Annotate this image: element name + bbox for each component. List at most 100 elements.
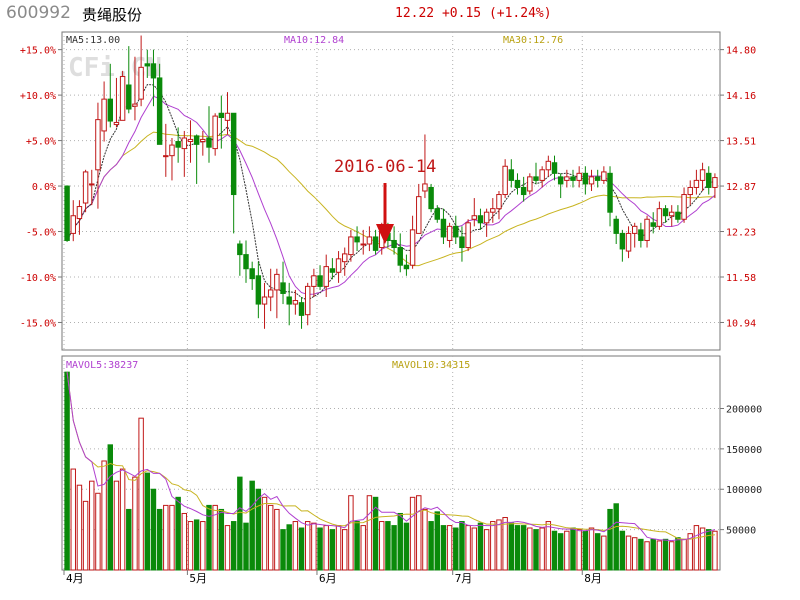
candle-body — [311, 275, 317, 287]
volume-bar — [496, 519, 502, 571]
candle-body — [422, 183, 428, 192]
candle-body — [366, 236, 373, 245]
volume-bar — [354, 521, 360, 571]
volume-bar — [601, 535, 607, 571]
month-axis: 4月 5月 6月 7月 8月 — [63, 570, 602, 585]
volume-bar — [329, 529, 336, 571]
candle-body — [286, 296, 292, 305]
candle-body — [588, 176, 595, 185]
price-tick-label: 12.87 — [726, 182, 756, 193]
candle-body — [261, 296, 268, 305]
price-tick-label: 10.94 — [726, 318, 756, 329]
volume-bar — [514, 525, 521, 571]
volume-bar — [280, 529, 286, 571]
volume-bar — [613, 503, 619, 571]
stock-name: 贵绳股份 — [82, 6, 143, 24]
volume-bar — [181, 512, 188, 571]
price-tick-label: 12.23 — [726, 228, 756, 239]
percent-tick-label: +15.0% — [20, 46, 56, 57]
candle-body — [527, 176, 533, 192]
volume-bar — [465, 525, 471, 571]
candle-body — [76, 206, 83, 220]
candle-body — [298, 302, 305, 316]
volume-bar — [261, 496, 268, 571]
candle-body — [187, 138, 194, 143]
volume-bar — [564, 530, 570, 571]
candle-body — [520, 186, 527, 196]
candle-body — [335, 258, 342, 273]
price-tick-label: 11.58 — [726, 273, 756, 284]
month-tick-label: 7月 — [455, 572, 473, 585]
volume-bar — [662, 538, 669, 571]
volume-bar — [175, 496, 181, 571]
candle-body — [280, 282, 286, 294]
price-change-pct: (+1.24%) — [488, 6, 552, 21]
percent-tick-label: -15.0% — [20, 318, 56, 329]
candle-body — [181, 137, 188, 150]
volume-bar — [533, 529, 539, 571]
date-annotation: 2016-06-14 — [334, 157, 436, 244]
volume-bar — [70, 468, 76, 571]
volume-bar — [304, 521, 311, 571]
candle-body — [360, 243, 366, 246]
percent-axis: +15.0% +10.0% +5.0% 0.0% -5.0% -10.0% -15.0% — [20, 46, 62, 329]
volume-bar — [298, 527, 305, 571]
volume-bar — [224, 525, 231, 571]
percent-tick-label: 0.0% — [32, 182, 56, 193]
candle-body — [107, 98, 113, 122]
volume-bar — [348, 495, 354, 571]
volume-bar — [428, 521, 434, 571]
volume-bar — [360, 525, 366, 571]
volume-bar — [193, 519, 200, 571]
price-quote: 12.22 +0.15 (+1.24%) — [395, 6, 552, 21]
candle-body — [564, 176, 570, 181]
candle-body — [453, 225, 459, 238]
candle-body — [551, 162, 558, 174]
volume-bar — [230, 521, 237, 571]
candle-body — [317, 275, 323, 287]
candle-body — [403, 264, 410, 270]
candle-body — [465, 222, 471, 249]
volume-bar — [490, 521, 496, 571]
volume-bar — [422, 508, 428, 571]
volume-bar — [706, 529, 712, 571]
candle-body — [267, 289, 274, 298]
volume-bar — [212, 504, 218, 571]
volume-bar — [656, 540, 663, 571]
volume-bar — [638, 538, 644, 571]
candle-body — [274, 273, 280, 291]
volume-bar — [101, 460, 107, 571]
volume-bar — [520, 525, 527, 571]
volume-bar — [255, 488, 262, 571]
volume-bar — [323, 525, 329, 571]
candle-body — [706, 172, 712, 188]
volume-bar — [366, 495, 373, 571]
candle-body — [237, 243, 243, 256]
volume-bar — [416, 495, 422, 571]
candle-body — [681, 194, 687, 220]
ma10-label: MA10:12.84 — [284, 35, 344, 46]
candle-body — [138, 66, 144, 100]
volume-bar — [440, 525, 447, 571]
candle-body — [446, 225, 453, 241]
candle-body — [631, 225, 638, 234]
candle-body — [372, 236, 379, 251]
volume-bar — [687, 533, 693, 571]
candle-body — [477, 215, 484, 224]
candle-body — [687, 186, 693, 196]
price-tick-label: 14.80 — [726, 46, 756, 57]
volume-bar — [459, 521, 465, 571]
candle-body — [119, 76, 126, 121]
candle-body — [594, 176, 601, 181]
candle-body — [434, 208, 440, 220]
volume-bar — [286, 524, 292, 571]
ma5-line — [66, 84, 716, 301]
volume-bar — [712, 530, 718, 571]
candle-body — [576, 172, 582, 181]
volume-bar — [385, 521, 391, 571]
percent-tick-label: -10.0% — [20, 273, 56, 284]
candle-body — [675, 211, 681, 220]
candle-body — [304, 285, 311, 316]
volume-bar — [342, 529, 348, 571]
